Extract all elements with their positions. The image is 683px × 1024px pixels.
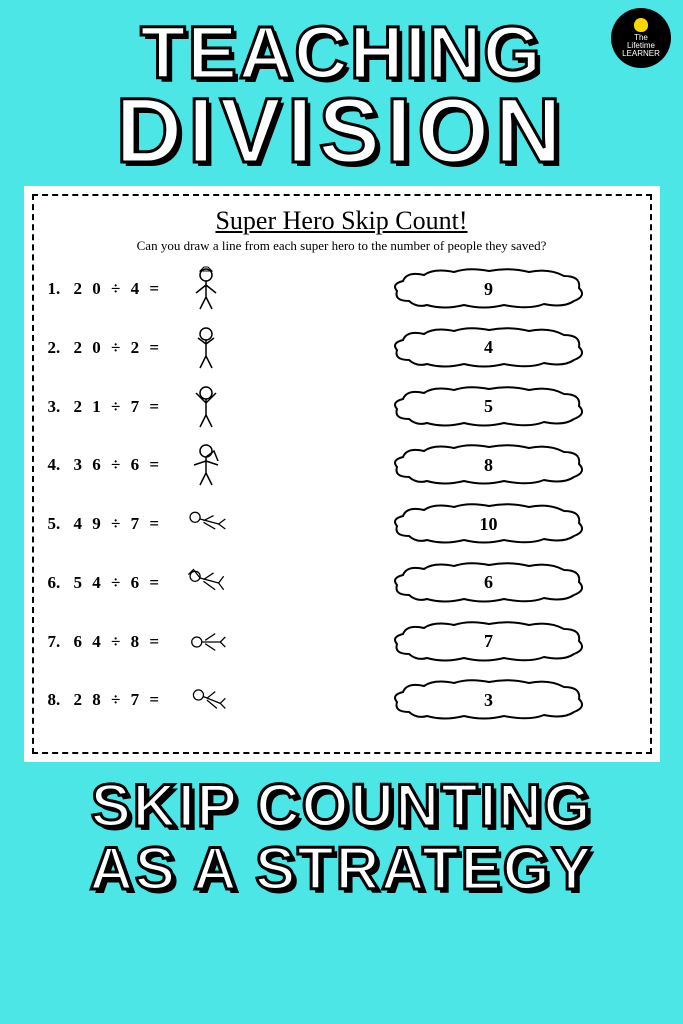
problem-row: 1. 2 0 ÷ 4 = bbox=[48, 265, 342, 313]
problem-row: 4. 3 6 ÷ 6 = bbox=[48, 441, 342, 489]
answer-cloud: 8 bbox=[389, 442, 589, 488]
cloud-value: 5 bbox=[484, 396, 493, 417]
problem-number: 4. bbox=[48, 455, 66, 475]
superhero-icon bbox=[185, 618, 227, 666]
superhero-icon bbox=[185, 676, 227, 724]
answer-cloud: 7 bbox=[389, 619, 589, 665]
problem-number: 2. bbox=[48, 338, 66, 358]
title-line-1: TEACHING bbox=[0, 18, 683, 88]
title-line-2: DIVISION bbox=[0, 88, 683, 175]
problem-expression: 3 6 ÷ 6 = bbox=[74, 455, 169, 475]
problem-row: 7. 6 4 ÷ 8 = bbox=[48, 618, 342, 666]
footer-line-2: AS A STRATEGY bbox=[0, 837, 683, 900]
answer-cloud: 6 bbox=[389, 560, 589, 606]
problem-number: 1. bbox=[48, 279, 66, 299]
problem-expression: 2 0 ÷ 4 = bbox=[74, 279, 169, 299]
superhero-icon bbox=[185, 500, 227, 548]
cloud-value: 7 bbox=[484, 631, 493, 652]
cloud-value: 6 bbox=[484, 572, 493, 593]
footer-line-1: SKIP COUNTING bbox=[0, 774, 683, 837]
answers-column: 9 4 5 8 10 6 7 bbox=[342, 260, 636, 730]
answer-cloud: 3 bbox=[389, 677, 589, 723]
cloud-value: 4 bbox=[484, 337, 493, 358]
superhero-icon bbox=[185, 324, 227, 372]
superhero-icon bbox=[185, 265, 227, 313]
lightbulb-icon bbox=[634, 18, 648, 32]
superhero-icon bbox=[185, 383, 227, 431]
problem-expression: 4 9 ÷ 7 = bbox=[74, 514, 169, 534]
problem-number: 5. bbox=[48, 514, 66, 534]
worksheet-body: 1. 2 0 ÷ 4 = 2. 2 0 ÷ 2 = 3. 2 1 ÷ 7 = 4… bbox=[48, 260, 636, 730]
problem-number: 7. bbox=[48, 632, 66, 652]
problem-row: 8. 2 8 ÷ 7 = bbox=[48, 676, 342, 724]
problem-row: 6. 5 4 ÷ 6 = bbox=[48, 559, 342, 607]
answer-cloud: 10 bbox=[389, 501, 589, 547]
problem-number: 3. bbox=[48, 397, 66, 417]
superhero-icon bbox=[185, 559, 227, 607]
cloud-value: 9 bbox=[484, 279, 493, 300]
cloud-value: 8 bbox=[484, 455, 493, 476]
answer-cloud: 5 bbox=[389, 384, 589, 430]
problem-row: 2. 2 0 ÷ 2 = bbox=[48, 324, 342, 372]
worksheet: Super Hero Skip Count! Can you draw a li… bbox=[32, 194, 652, 754]
problem-number: 8. bbox=[48, 690, 66, 710]
problem-expression: 2 1 ÷ 7 = bbox=[74, 397, 169, 417]
problem-expression: 6 4 ÷ 8 = bbox=[74, 632, 169, 652]
problem-expression: 5 4 ÷ 6 = bbox=[74, 573, 169, 593]
problem-number: 6. bbox=[48, 573, 66, 593]
footer: SKIP COUNTING AS A STRATEGY bbox=[0, 754, 683, 900]
problem-row: 3. 2 1 ÷ 7 = bbox=[48, 383, 342, 431]
problem-row: 5. 4 9 ÷ 7 = bbox=[48, 500, 342, 548]
header: TEACHING DIVISION bbox=[0, 0, 683, 176]
brand-logo: The Lifetime LEARNER bbox=[611, 8, 671, 68]
problem-expression: 2 8 ÷ 7 = bbox=[74, 690, 169, 710]
answer-cloud: 9 bbox=[389, 266, 589, 312]
cloud-value: 3 bbox=[484, 690, 493, 711]
worksheet-instructions: Can you draw a line from each super hero… bbox=[48, 238, 636, 254]
superhero-icon bbox=[185, 441, 227, 489]
cloud-value: 10 bbox=[480, 514, 498, 535]
answer-cloud: 4 bbox=[389, 325, 589, 371]
problems-column: 1. 2 0 ÷ 4 = 2. 2 0 ÷ 2 = 3. 2 1 ÷ 7 = 4… bbox=[48, 260, 342, 730]
problem-expression: 2 0 ÷ 2 = bbox=[74, 338, 169, 358]
logo-text-bottom: LEARNER bbox=[622, 50, 660, 58]
worksheet-title: Super Hero Skip Count! bbox=[48, 206, 636, 236]
